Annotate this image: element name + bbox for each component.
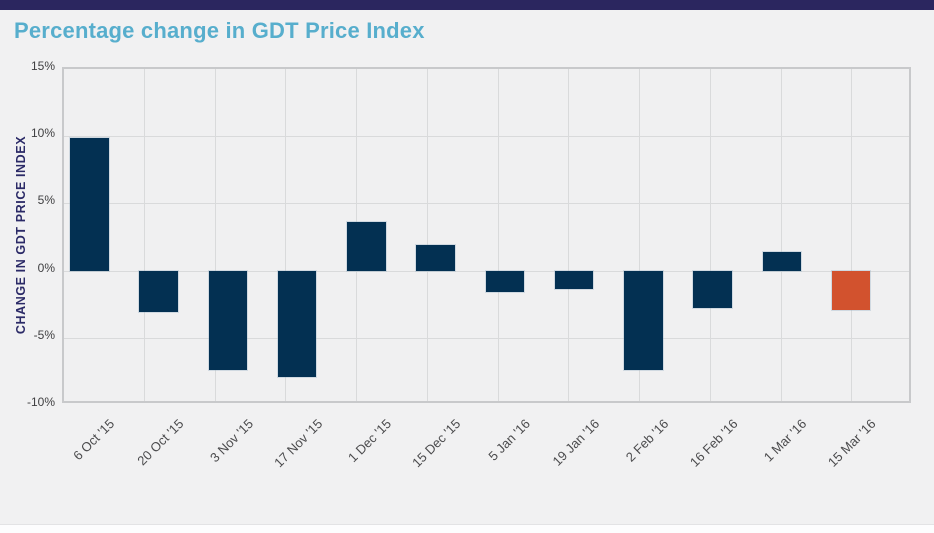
x-tick-label: 20 Oct '15 bbox=[134, 416, 187, 469]
gridline-vertical bbox=[497, 69, 499, 401]
x-tick-label: 17 Nov '15 bbox=[270, 416, 325, 471]
gridline-vertical bbox=[709, 69, 711, 401]
bar bbox=[624, 270, 663, 371]
bar-highlighted bbox=[831, 270, 871, 310]
plot-area bbox=[62, 67, 911, 403]
gridline-horizontal bbox=[64, 136, 909, 138]
bar bbox=[554, 270, 594, 290]
gridline-horizontal bbox=[64, 203, 909, 205]
top-accent-bar bbox=[0, 0, 934, 10]
chart-title: Percentage change in GDT Price Index bbox=[14, 18, 425, 43]
x-tick-label: 16 Feb '16 bbox=[686, 416, 741, 470]
gridline-vertical bbox=[568, 69, 570, 401]
x-tick-label: 19 Jan '16 bbox=[549, 416, 602, 469]
x-tick-label: 5 Jan '16 bbox=[485, 416, 533, 464]
x-tick-label: 15 Mar '16 bbox=[825, 416, 880, 470]
x-tick-label: 1 Dec '15 bbox=[345, 416, 395, 466]
gridline-vertical bbox=[780, 69, 782, 401]
y-axis-title: CHANGE IN GDT PRICE INDEX bbox=[14, 135, 28, 335]
bar bbox=[70, 137, 109, 271]
bar bbox=[347, 222, 386, 271]
x-tick-label: 15 Dec '15 bbox=[409, 416, 464, 471]
gridline-vertical bbox=[426, 69, 428, 401]
y-tick-label: -5% bbox=[33, 327, 55, 342]
y-tick-label: -10% bbox=[26, 395, 55, 409]
gridline-vertical bbox=[285, 69, 287, 401]
x-tick-label: 2 Feb '16 bbox=[622, 416, 672, 465]
y-tick-label: 5% bbox=[37, 193, 55, 208]
gridline-vertical bbox=[143, 69, 145, 401]
bar bbox=[139, 270, 178, 313]
bottom-strip bbox=[0, 524, 934, 533]
bar bbox=[277, 270, 317, 377]
bar bbox=[693, 270, 732, 309]
bar bbox=[208, 270, 248, 371]
gridline-vertical bbox=[639, 69, 640, 401]
bar bbox=[485, 270, 525, 293]
gridline-horizontal bbox=[64, 337, 909, 339]
x-tick-label: 6 Oct '15 bbox=[69, 416, 118, 464]
y-tick-label: 15% bbox=[30, 59, 55, 73]
gridline-vertical bbox=[851, 69, 853, 401]
x-tick-label: 3 Nov '15 bbox=[206, 416, 256, 466]
x-tick-label: 1 Mar '16 bbox=[761, 416, 810, 465]
bar bbox=[416, 245, 455, 271]
gridline-vertical bbox=[214, 69, 216, 401]
bar bbox=[762, 251, 802, 271]
y-tick-label: 10% bbox=[30, 126, 55, 141]
y-tick-label: 0% bbox=[37, 260, 55, 275]
